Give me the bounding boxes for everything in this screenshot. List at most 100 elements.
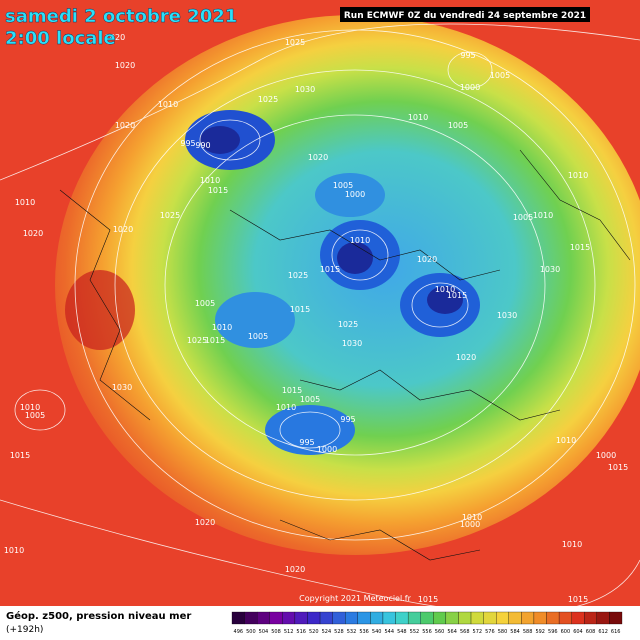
isobar-label: 1010 — [408, 113, 428, 122]
valid-date: samedi 2 octobre 2021 — [5, 6, 237, 27]
scale-label: 572 — [473, 629, 483, 635]
isobar-label: 1015 — [282, 386, 302, 395]
scale-label: 512 — [284, 629, 294, 635]
isobar-label: 1015 — [570, 243, 590, 252]
coastlines — [59, 149, 631, 561]
scale-label: 500 — [246, 629, 256, 635]
scale-label: 616 — [611, 629, 621, 635]
isobar-label: 1005 — [300, 395, 320, 404]
isobar-label: 1030 — [112, 383, 132, 392]
isobar-label: 1015 — [10, 451, 30, 460]
isobar-label: 1020 — [113, 225, 133, 234]
lead-time: (+192h) — [6, 625, 43, 635]
high-center — [65, 270, 135, 350]
scale-label: 532 — [347, 629, 357, 635]
color-scale: 496 500 504 508 512 516 520 524 528 532 536 540 544 5… — [231, 611, 623, 635]
scale-swatch — [558, 611, 572, 625]
scale-swatch — [231, 611, 245, 625]
scale-label: 564 — [447, 629, 457, 635]
isobar-label: 1015 — [568, 595, 588, 604]
isobar-label: 1025 — [258, 95, 278, 104]
isobar-label: 1005 — [448, 121, 468, 130]
isobar-label: 1010 — [4, 546, 24, 555]
isobar-label: 1025 — [338, 320, 358, 329]
scale-swatch — [345, 611, 358, 625]
isobar-label: 1020 — [105, 33, 125, 42]
scale-swatch — [294, 611, 308, 625]
scale-swatch — [571, 611, 585, 625]
isobar-label: 1020 — [195, 518, 215, 527]
isobar-label: 1005 — [195, 299, 215, 308]
isobar-label: 1010 — [350, 236, 370, 245]
scale-swatch — [357, 611, 371, 625]
isobars — [0, 23, 640, 614]
isobar-label: 1020 — [115, 121, 135, 130]
isobar-label: 1015 — [608, 463, 628, 472]
scale-swatch — [244, 611, 258, 625]
isobar-label: 1020 — [115, 61, 135, 70]
scale-label: 548 — [397, 629, 407, 635]
scale-swatch — [407, 611, 421, 625]
scale-label: 608 — [586, 629, 596, 635]
isobar-label: 1015 — [205, 336, 225, 345]
scale-swatch — [596, 611, 610, 625]
scale-label: 580 — [498, 629, 508, 635]
isobar-label: 1010 — [435, 285, 455, 294]
isobar-label: 1010 — [462, 513, 482, 522]
isobar-label: 1025 — [285, 38, 305, 47]
scale-label: 600 — [561, 629, 571, 635]
low-center — [265, 405, 355, 455]
scale-swatch — [508, 611, 522, 625]
isobar-label: 995 — [180, 139, 195, 148]
isobar-label: 1015 — [320, 265, 340, 274]
scale-label: 536 — [359, 629, 369, 635]
scale-label: 552 — [410, 629, 420, 635]
scale-swatch — [483, 611, 497, 625]
scale-label: 520 — [309, 629, 319, 635]
isobar-label: 1005 — [25, 411, 45, 420]
isobar-label: 1010 — [212, 323, 232, 332]
scale-label: 592 — [535, 629, 545, 635]
run-box — [340, 7, 590, 22]
low-center — [315, 173, 385, 217]
isobar-label: 1000 — [460, 83, 480, 92]
isobar-label: 1000 — [317, 445, 337, 454]
isobar-label: 1030 — [497, 311, 517, 320]
isobar-label: 1030 — [295, 85, 315, 94]
isobar-label: 1010 — [556, 436, 576, 445]
scale-swatch — [332, 611, 346, 625]
isobar-label: 1030 — [342, 339, 362, 348]
isobar-label: 995 — [340, 415, 355, 424]
isobar-label: 1010 — [568, 171, 588, 180]
isobar-label: 1005 — [333, 181, 353, 190]
isobar-label: 1010 — [276, 403, 296, 412]
low-center — [215, 292, 295, 348]
scale-label: 568 — [460, 629, 470, 635]
scale-swatch — [420, 611, 434, 625]
isobar-label: 1005 — [490, 71, 510, 80]
isobar-label: 1020 — [308, 153, 328, 162]
scale-label: 516 — [296, 629, 306, 635]
isobar-label: 1015 — [447, 291, 467, 300]
isobar-label: 1000 — [460, 520, 480, 529]
isobar-label: 1005 — [248, 332, 268, 341]
scale-swatch — [382, 611, 396, 625]
isobar-label: 1010 — [20, 403, 40, 412]
isobar-label: 1020 — [456, 353, 476, 362]
local-time: 2:00 locale — [5, 28, 116, 49]
isobar-label: 990 — [195, 141, 210, 150]
scale-label: 604 — [573, 629, 583, 635]
scale-swatch — [458, 611, 472, 625]
scale-swatch — [319, 611, 333, 625]
isobar-label: 1010 — [15, 198, 35, 207]
scale-label: 540 — [372, 629, 382, 635]
scale-label: 524 — [322, 629, 332, 635]
run-info: Run ECMWF 0Z du vendredi 24 septembre 20… — [344, 11, 586, 21]
scale-label: 544 — [384, 629, 394, 635]
scale-label: 556 — [422, 629, 432, 635]
isobar-label: 1015 — [208, 186, 228, 195]
scale-label: 496 — [234, 629, 244, 635]
isobar-label: 995 — [460, 51, 475, 60]
